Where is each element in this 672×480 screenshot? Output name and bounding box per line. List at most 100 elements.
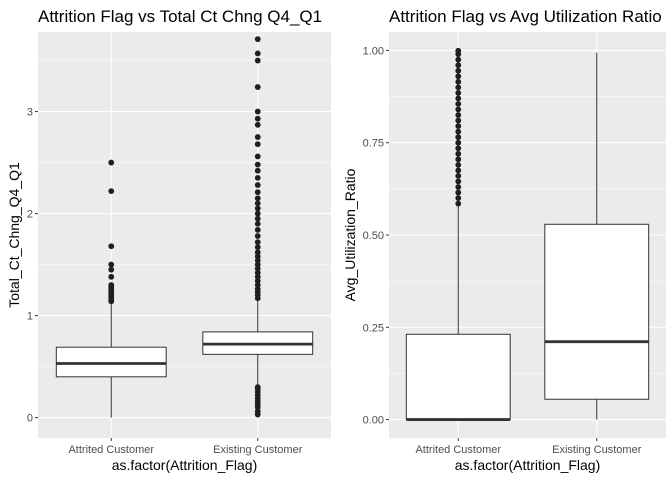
outlier-point <box>455 62 462 69</box>
outlier-point <box>254 215 261 222</box>
x-tick-label: Existing Customer <box>552 444 642 456</box>
y-tick-label: 2 <box>27 209 33 221</box>
outlier-point <box>254 195 261 202</box>
outlier-point <box>455 167 462 174</box>
boxplot <box>202 36 314 418</box>
y-tick-label: 1 <box>27 311 33 323</box>
x-tick-label: Existing Customer <box>213 444 303 456</box>
y-tick-label: 0.25 <box>363 322 384 334</box>
outlier-point <box>455 95 462 102</box>
outlier-point <box>254 278 261 284</box>
y-tick-label: 0.00 <box>363 415 384 427</box>
outlier-point <box>455 161 462 168</box>
outlier-point <box>254 200 261 207</box>
y-tick-label: 0.50 <box>363 230 384 242</box>
outlier-point <box>108 261 115 268</box>
y-axis-title: Avg_Utilization_Ratio <box>342 168 358 301</box>
outlier-point <box>254 108 261 115</box>
outlier-point <box>254 249 261 256</box>
outlier-point <box>254 265 261 272</box>
outlier-point <box>455 101 462 107</box>
outlier-point <box>254 282 261 288</box>
outlier-point <box>455 173 462 179</box>
y-tick-label: 3 <box>27 107 33 119</box>
y-tick-label: 0 <box>27 413 33 425</box>
outlier-point <box>254 226 261 233</box>
outlier-point <box>108 243 115 250</box>
outlier-point <box>254 244 261 251</box>
outlier-point <box>108 273 115 280</box>
outlier-point <box>455 184 462 190</box>
outlier-point <box>455 73 462 80</box>
outlier-point <box>455 134 462 141</box>
chart-title: Attrition Flag vs Total Ct Chng Q4_Q1 <box>38 7 322 26</box>
outlier-point <box>254 261 261 268</box>
outlier-point <box>254 205 261 212</box>
outlier-point <box>254 36 261 43</box>
outlier-point <box>254 220 261 227</box>
outlier-point <box>455 128 462 135</box>
outlier-point <box>455 189 462 196</box>
outlier-point <box>254 182 261 188</box>
y-tick-label: 0.75 <box>363 138 384 150</box>
boxplots <box>55 36 314 418</box>
x-tick-label: Attrited Customer <box>415 444 501 456</box>
outlier-point <box>455 117 462 124</box>
outlier-point <box>254 167 261 174</box>
chart-panel-total-ct-chng: Attrition Flag vs Total Ct Chng Q4_Q1 0 1… <box>6 7 331 473</box>
boxplot <box>55 159 167 418</box>
x-axis: Attrited Customer Existing Customer <box>415 438 642 456</box>
y-axis: 0 1 2 3 <box>27 107 38 425</box>
outlier-point <box>108 159 115 166</box>
outlier-point <box>254 286 261 292</box>
outlier-point <box>455 178 462 185</box>
x-tick-label: Attrited Customer <box>68 444 154 456</box>
outlier-point <box>108 188 115 195</box>
outlier-point <box>254 121 261 128</box>
outlier-point <box>254 50 261 57</box>
outlier-point <box>254 174 261 181</box>
outlier-point <box>455 90 462 96</box>
outlier-point <box>455 145 462 152</box>
outlier-point <box>455 156 462 163</box>
chart-panel-avg-utilization: Attrition Flag vs Avg Utilization Ratio … <box>342 7 666 473</box>
outlier-point <box>254 239 261 246</box>
outlier-point <box>254 115 261 122</box>
outlier-point <box>455 47 462 54</box>
outlier-point <box>254 141 261 148</box>
outlier-point <box>254 384 261 390</box>
outlier-point <box>254 153 261 160</box>
outlier-point <box>455 84 462 91</box>
boxplot <box>544 52 650 420</box>
y-tick-label: 1.00 <box>363 45 384 57</box>
outlier-point <box>455 150 462 157</box>
chart-title: Attrition Flag vs Avg Utilization Ratio <box>389 7 662 26</box>
outlier-point <box>108 266 115 273</box>
outlier-point <box>254 233 261 239</box>
outlier-point <box>455 78 462 85</box>
y-axis: 0.00 0.25 0.50 0.75 1.00 <box>363 45 389 427</box>
outlier-point <box>254 269 261 276</box>
x-axis-title: as.factor(Attrition_Flag) <box>112 457 258 473</box>
outlier-point <box>254 134 261 140</box>
boxplot <box>405 47 511 421</box>
outlier-point <box>455 112 462 118</box>
outlier-point <box>455 67 462 74</box>
outlier-point <box>254 189 261 196</box>
y-axis-title: Total_Ct_Chng_Q4_Q1 <box>6 162 22 308</box>
box <box>544 223 650 400</box>
outlier-point <box>455 200 462 207</box>
outlier-point <box>254 210 261 217</box>
outlier-point <box>455 123 462 130</box>
outlier-point <box>455 106 462 113</box>
outlier-point <box>455 56 462 63</box>
outlier-point <box>254 408 261 415</box>
box <box>55 346 167 378</box>
outlier-point <box>455 139 462 146</box>
outlier-point <box>254 84 261 90</box>
outlier-point <box>254 253 261 260</box>
outlier-point <box>254 161 261 168</box>
outlier-point <box>455 195 462 201</box>
